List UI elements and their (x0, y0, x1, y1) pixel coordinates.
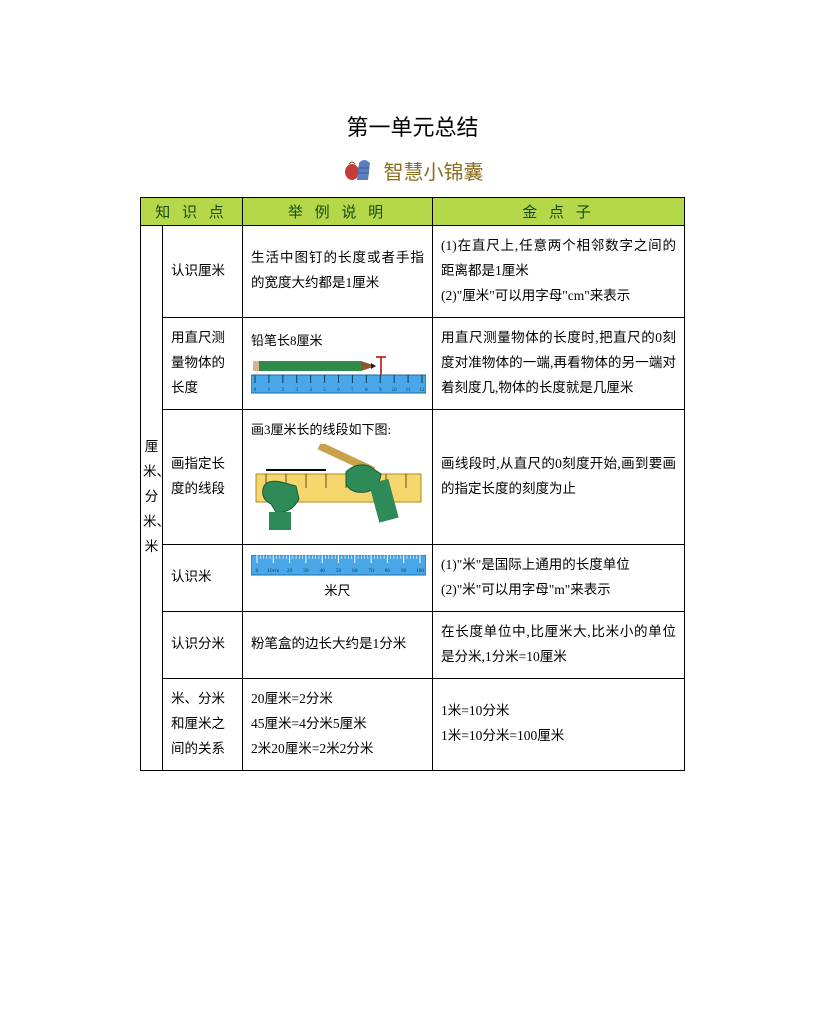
tip-cell: 1米=10分米1米=10分米=100厘米 (433, 678, 685, 770)
header-example: 举 例 说 明 (243, 198, 433, 226)
svg-text:12: 12 (420, 388, 426, 393)
svg-text:100: 100 (416, 568, 425, 574)
subtitle-row: 智慧小锦囊 (140, 154, 685, 187)
tip-cell: 在长度单位中,比厘米大,比米小的单位是分米,1分米=10厘米 (433, 611, 685, 678)
table-row: 认识米 0 10cm 20 30 40 50 60 70 80 90 100 米尺 (1)"米"是国… (141, 544, 685, 611)
kp-cell: 用直尺测量物体的长度 (163, 317, 243, 409)
subtitle-text: 智慧小锦囊 (384, 156, 484, 185)
kp-cell: 米、分米和厘米之间的关系 (163, 678, 243, 770)
header-tip: 金 点 子 (433, 198, 685, 226)
svg-text:40: 40 (319, 568, 325, 574)
svg-text:90: 90 (401, 568, 407, 574)
tip-cell: (1)"米"是国际上通用的长度单位(2)"米"可以用字母"m"来表示 (433, 544, 685, 611)
svg-text:10: 10 (392, 388, 398, 393)
pencil-ruler-icon: 0123456789101112 (251, 355, 426, 395)
kp-cell: 认识米 (163, 544, 243, 611)
example-cell: 20厘米=2分米45厘米=4分米5厘米2米20厘米=2米2分米 (243, 678, 433, 770)
svg-text:10cm: 10cm (267, 568, 280, 574)
svg-text:70: 70 (368, 568, 374, 574)
svg-text:30: 30 (303, 568, 309, 574)
tip-cell: (1)在直尺上,任意两个相邻数字之间的距离都是1厘米(2)"厘米"可以用字母"c… (433, 226, 685, 318)
example-cell: 画3厘米长的线段如下图: (243, 409, 433, 544)
table-row: 认识分米 粉笔盒的边长大约是1分米 在长度单位中,比厘米大,比米小的单位是分米,… (141, 611, 685, 678)
table-row: 厘米、分米、米 认识厘米 生活中图钉的长度或者手指的宽度大约都是1厘米 (1)在… (141, 226, 685, 318)
table-row: 米、分米和厘米之间的关系 20厘米=2分米45厘米=4分米5厘米2米20厘米=2… (141, 678, 685, 770)
example-cell: 铅笔长8厘米 0123456789101112 (243, 317, 433, 409)
header-knowledge: 知 识 点 (141, 198, 243, 226)
tip-cell: 画线段时,从直尺的0刻度开始,画到要画的指定长度的刻度为止 (433, 409, 685, 544)
svg-text:50: 50 (336, 568, 342, 574)
pouch-icon (342, 154, 374, 187)
meter-caption: 米尺 (251, 579, 424, 603)
pencil-caption: 铅笔长8厘米 (251, 329, 424, 353)
kp-cell: 认识厘米 (163, 226, 243, 318)
table-header-row: 知 识 点 举 例 说 明 金 点 子 (141, 198, 685, 226)
svg-text:20: 20 (287, 568, 293, 574)
svg-text:11: 11 (406, 388, 411, 393)
meter-ruler-icon: 0 10cm 20 30 40 50 60 70 80 90 100 (251, 555, 426, 577)
knowledge-table: 知 识 点 举 例 说 明 金 点 子 厘米、分米、米 认识厘米 生活中图钉的长… (140, 197, 685, 771)
tip-cell: 用直尺测量物体的长度时,把直尺的0刻度对准物体的一端,再看物体的另一端对着刻度几… (433, 317, 685, 409)
kp-cell: 认识分米 (163, 611, 243, 678)
side-label: 厘米、分米、米 (141, 226, 163, 771)
example-cell: 生活中图钉的长度或者手指的宽度大约都是1厘米 (243, 226, 433, 318)
hands-ruler-icon (251, 444, 426, 534)
kp-cell: 画指定长度的线段 (163, 409, 243, 544)
example-cell: 0 10cm 20 30 40 50 60 70 80 90 100 米尺 (243, 544, 433, 611)
draw-caption: 画3厘米长的线段如下图: (251, 418, 424, 442)
table-row: 用直尺测量物体的长度 铅笔长8厘米 0123456789101112 (141, 317, 685, 409)
example-cell: 粉笔盒的边长大约是1分米 (243, 611, 433, 678)
svg-text:80: 80 (385, 568, 391, 574)
svg-text:0: 0 (256, 568, 259, 574)
table-row: 画指定长度的线段 画3厘米长的线段如下图: (141, 409, 685, 544)
page-title: 第一单元总结 (140, 110, 685, 142)
svg-text:60: 60 (352, 568, 358, 574)
